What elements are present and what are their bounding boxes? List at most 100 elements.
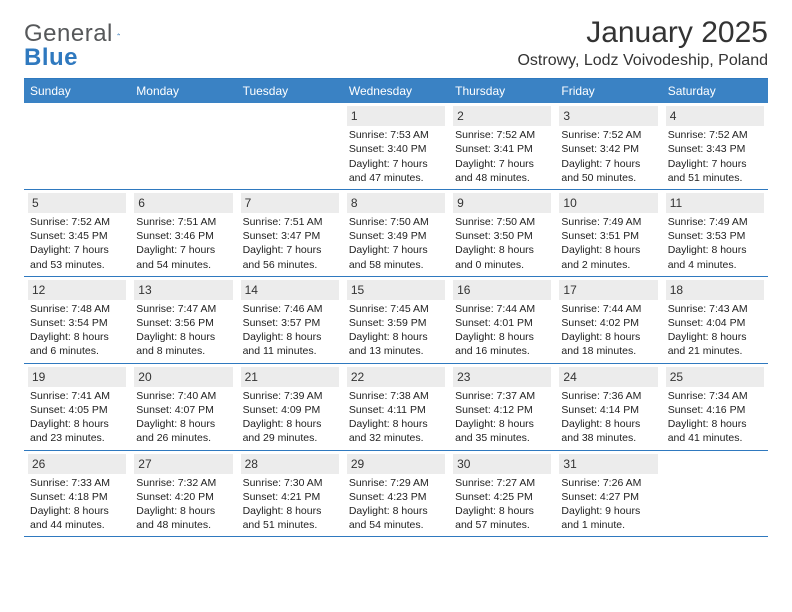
daylight-line2: and 48 minutes. — [136, 518, 230, 532]
daylight-line2: and 38 minutes. — [561, 431, 655, 445]
day-info: Sunrise: 7:40 AMSunset: 4:07 PMDaylight:… — [134, 389, 232, 446]
day-cell: 2Sunrise: 7:52 AMSunset: 3:41 PMDaylight… — [449, 103, 555, 189]
sunrise-text: Sunrise: 7:44 AM — [455, 302, 549, 316]
day-number-row: 2 — [453, 106, 551, 126]
weeks-container: 1Sunrise: 7:53 AMSunset: 3:40 PMDaylight… — [24, 103, 768, 537]
sunrise-text: Sunrise: 7:45 AM — [349, 302, 443, 316]
daylight-line1: Daylight: 8 hours — [561, 243, 655, 257]
sunset-text: Sunset: 4:16 PM — [668, 403, 762, 417]
weekday-header: Wednesday — [343, 79, 449, 103]
daylight-line1: Daylight: 7 hours — [349, 157, 443, 171]
day-number-row: 7 — [241, 193, 339, 213]
day-number: 23 — [457, 370, 470, 384]
sunset-text: Sunset: 3:40 PM — [349, 142, 443, 156]
day-number: 3 — [563, 109, 570, 123]
daylight-line2: and 1 minute. — [561, 518, 655, 532]
week-row: 19Sunrise: 7:41 AMSunset: 4:05 PMDayligh… — [24, 364, 768, 451]
daylight-line1: Daylight: 8 hours — [455, 330, 549, 344]
sunrise-text: Sunrise: 7:50 AM — [349, 215, 443, 229]
daylight-line2: and 44 minutes. — [30, 518, 124, 532]
day-info: Sunrise: 7:52 AMSunset: 3:42 PMDaylight:… — [559, 128, 657, 185]
day-number-row: 10 — [559, 193, 657, 213]
daylight-line1: Daylight: 8 hours — [136, 330, 230, 344]
daylight-line2: and 29 minutes. — [243, 431, 337, 445]
daylight-line2: and 51 minutes. — [668, 171, 762, 185]
sunrise-text: Sunrise: 7:33 AM — [30, 476, 124, 490]
day-number: 28 — [245, 457, 258, 471]
sunrise-text: Sunrise: 7:50 AM — [455, 215, 549, 229]
day-number-row: 16 — [453, 280, 551, 300]
day-info: Sunrise: 7:36 AMSunset: 4:14 PMDaylight:… — [559, 389, 657, 446]
daylight-line1: Daylight: 7 hours — [455, 157, 549, 171]
sunrise-text: Sunrise: 7:39 AM — [243, 389, 337, 403]
day-info: Sunrise: 7:50 AMSunset: 3:49 PMDaylight:… — [347, 215, 445, 272]
day-info: Sunrise: 7:38 AMSunset: 4:11 PMDaylight:… — [347, 389, 445, 446]
day-number: 15 — [351, 283, 364, 297]
daylight-line1: Daylight: 8 hours — [349, 417, 443, 431]
daylight-line1: Daylight: 8 hours — [561, 417, 655, 431]
day-number: 22 — [351, 370, 364, 384]
sunrise-text: Sunrise: 7:47 AM — [136, 302, 230, 316]
sunrise-text: Sunrise: 7:53 AM — [349, 128, 443, 142]
sunrise-text: Sunrise: 7:44 AM — [561, 302, 655, 316]
daylight-line2: and 13 minutes. — [349, 344, 443, 358]
sunset-text: Sunset: 3:51 PM — [561, 229, 655, 243]
daylight-line1: Daylight: 8 hours — [30, 504, 124, 518]
daylight-line2: and 51 minutes. — [243, 518, 337, 532]
day-cell: 29Sunrise: 7:29 AMSunset: 4:23 PMDayligh… — [343, 451, 449, 537]
day-number-row: 6 — [134, 193, 232, 213]
sunset-text: Sunset: 3:43 PM — [668, 142, 762, 156]
weekday-header: Thursday — [449, 79, 555, 103]
day-cell: 18Sunrise: 7:43 AMSunset: 4:04 PMDayligh… — [662, 277, 768, 363]
sunset-text: Sunset: 4:09 PM — [243, 403, 337, 417]
day-cell: 31Sunrise: 7:26 AMSunset: 4:27 PMDayligh… — [555, 451, 661, 537]
daylight-line2: and 48 minutes. — [455, 171, 549, 185]
sunset-text: Sunset: 4:23 PM — [349, 490, 443, 504]
day-number-row: 28 — [241, 454, 339, 474]
day-number-row: 15 — [347, 280, 445, 300]
day-cell: 17Sunrise: 7:44 AMSunset: 4:02 PMDayligh… — [555, 277, 661, 363]
day-number: 19 — [32, 370, 45, 384]
day-info: Sunrise: 7:43 AMSunset: 4:04 PMDaylight:… — [666, 302, 764, 359]
week-row: 5Sunrise: 7:52 AMSunset: 3:45 PMDaylight… — [24, 190, 768, 277]
sunrise-text: Sunrise: 7:51 AM — [136, 215, 230, 229]
weekday-header: Friday — [555, 79, 661, 103]
daylight-line1: Daylight: 8 hours — [243, 330, 337, 344]
daylight-line2: and 18 minutes. — [561, 344, 655, 358]
day-info: Sunrise: 7:48 AMSunset: 3:54 PMDaylight:… — [28, 302, 126, 359]
daylight-line1: Daylight: 7 hours — [136, 243, 230, 257]
logo-text-blue-wrap: Blue — [24, 44, 78, 72]
sunset-text: Sunset: 3:49 PM — [349, 229, 443, 243]
day-info: Sunrise: 7:26 AMSunset: 4:27 PMDaylight:… — [559, 476, 657, 533]
day-info: Sunrise: 7:47 AMSunset: 3:56 PMDaylight:… — [134, 302, 232, 359]
day-number-row: 13 — [134, 280, 232, 300]
day-number: 2 — [457, 109, 464, 123]
sunset-text: Sunset: 4:14 PM — [561, 403, 655, 417]
weekday-header: Saturday — [662, 79, 768, 103]
sunset-text: Sunset: 3:42 PM — [561, 142, 655, 156]
sunrise-text: Sunrise: 7:51 AM — [243, 215, 337, 229]
daylight-line2: and 21 minutes. — [668, 344, 762, 358]
location-subtitle: Ostrowy, Lodz Voivodeship, Poland — [517, 52, 768, 70]
sunset-text: Sunset: 4:21 PM — [243, 490, 337, 504]
day-cell: 26Sunrise: 7:33 AMSunset: 4:18 PMDayligh… — [24, 451, 130, 537]
day-number: 1 — [351, 109, 358, 123]
day-cell: 16Sunrise: 7:44 AMSunset: 4:01 PMDayligh… — [449, 277, 555, 363]
sunset-text: Sunset: 3:50 PM — [455, 229, 549, 243]
day-cell: 22 Sunrise: 7:38 AMSunset: 4:11 PMDayligh… — [343, 364, 449, 450]
day-number-row: 27 — [134, 454, 232, 474]
sunset-text: Sunset: 4:20 PM — [136, 490, 230, 504]
sunrise-text: Sunrise: 7:52 AM — [561, 128, 655, 142]
daylight-line2: and 23 minutes. — [30, 431, 124, 445]
sunset-text: Sunset: 4:18 PM — [30, 490, 124, 504]
daylight-line2: and 4 minutes. — [668, 258, 762, 272]
day-info: Sunrise: 7:44 AMSunset: 4:02 PMDaylight:… — [559, 302, 657, 359]
day-info: Sunrise: 7:52 AMSunset: 3:45 PMDaylight:… — [28, 215, 126, 272]
sunrise-text: Sunrise: 7:49 AM — [561, 215, 655, 229]
day-cell: 3 Sunrise: 7:52 AMSunset: 3:42 PMDaylight… — [555, 103, 661, 189]
sunset-text: Sunset: 3:59 PM — [349, 316, 443, 330]
daylight-line2: and 26 minutes. — [136, 431, 230, 445]
sunset-text: Sunset: 3:45 PM — [30, 229, 124, 243]
daylight-line2: and 54 minutes. — [349, 518, 443, 532]
day-number: 12 — [32, 283, 45, 297]
